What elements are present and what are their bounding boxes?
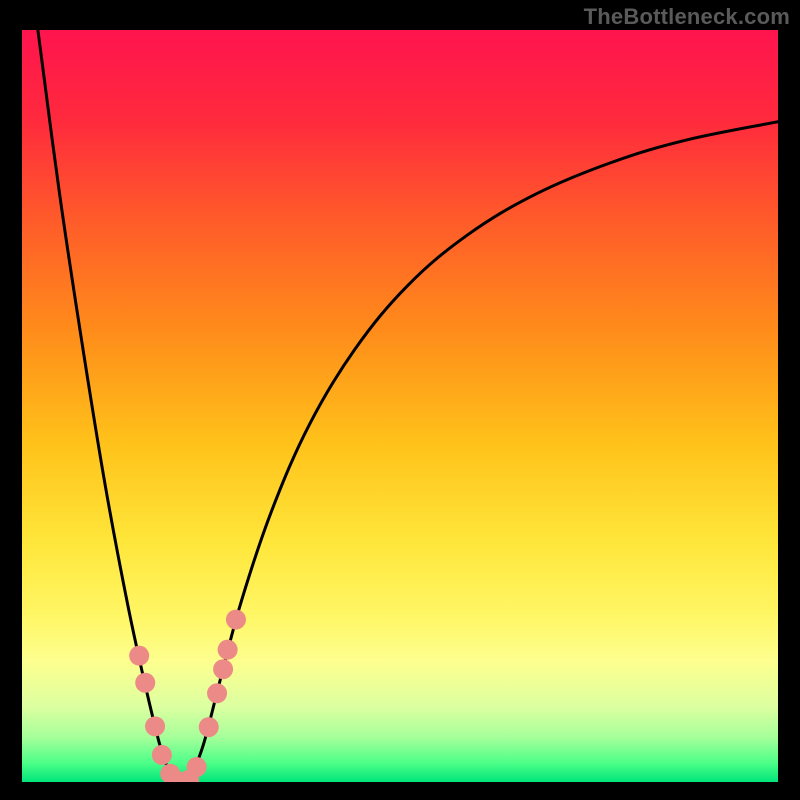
plot-area	[22, 30, 778, 782]
chart-frame: TheBottleneck.com	[0, 0, 800, 800]
marker-point	[187, 757, 207, 777]
watermark-text: TheBottleneck.com	[584, 4, 790, 30]
marker-point	[152, 745, 172, 765]
marker-point	[145, 716, 165, 736]
marker-point	[213, 659, 233, 679]
marker-point	[135, 673, 155, 693]
marker-point	[207, 683, 227, 703]
marker-point	[226, 610, 246, 630]
curve-layer	[22, 30, 778, 782]
marker-point	[129, 646, 149, 666]
marker-point	[218, 640, 238, 660]
marker-point	[199, 717, 219, 737]
bottleneck-curve	[38, 30, 778, 782]
